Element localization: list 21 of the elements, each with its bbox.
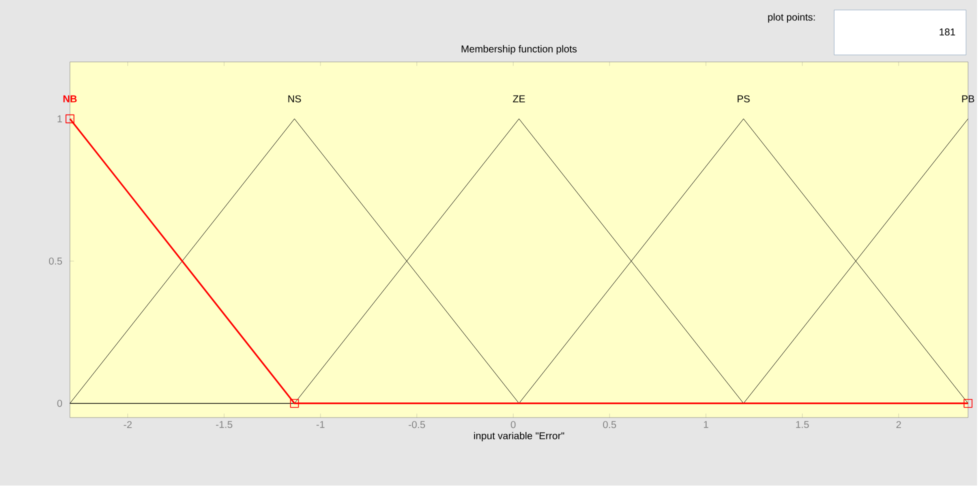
x-tick-label: 2 <box>896 421 901 428</box>
y-tick-label: 0.5 <box>48 258 62 265</box>
text: 181 <box>940 28 956 36</box>
x-tick-label: 1 <box>704 421 708 428</box>
series-label: NS <box>288 96 301 103</box>
x-axis-title: input variable "Error" <box>474 432 564 442</box>
x-tick-label: 0 <box>510 421 516 428</box>
x-tick-label: -1 <box>316 421 324 428</box>
x-tick-label: -0.5 <box>408 421 426 428</box>
series-label: ZE <box>512 96 525 103</box>
x-tick-label: -1.5 <box>216 421 232 428</box>
series-label: NB <box>63 96 77 103</box>
series-label: PS <box>738 96 750 103</box>
x-tick-label: 1.5 <box>796 421 809 428</box>
series-label: PB <box>962 96 974 103</box>
text: plot points: <box>768 14 815 23</box>
y-tick-label: 1 <box>58 116 62 122</box>
x-tick-label: 0.5 <box>603 421 616 428</box>
y-tick-label: 0 <box>57 400 62 408</box>
x-tick-label: -2 <box>124 421 132 428</box>
chart-title: Membership function plots <box>462 45 577 55</box>
